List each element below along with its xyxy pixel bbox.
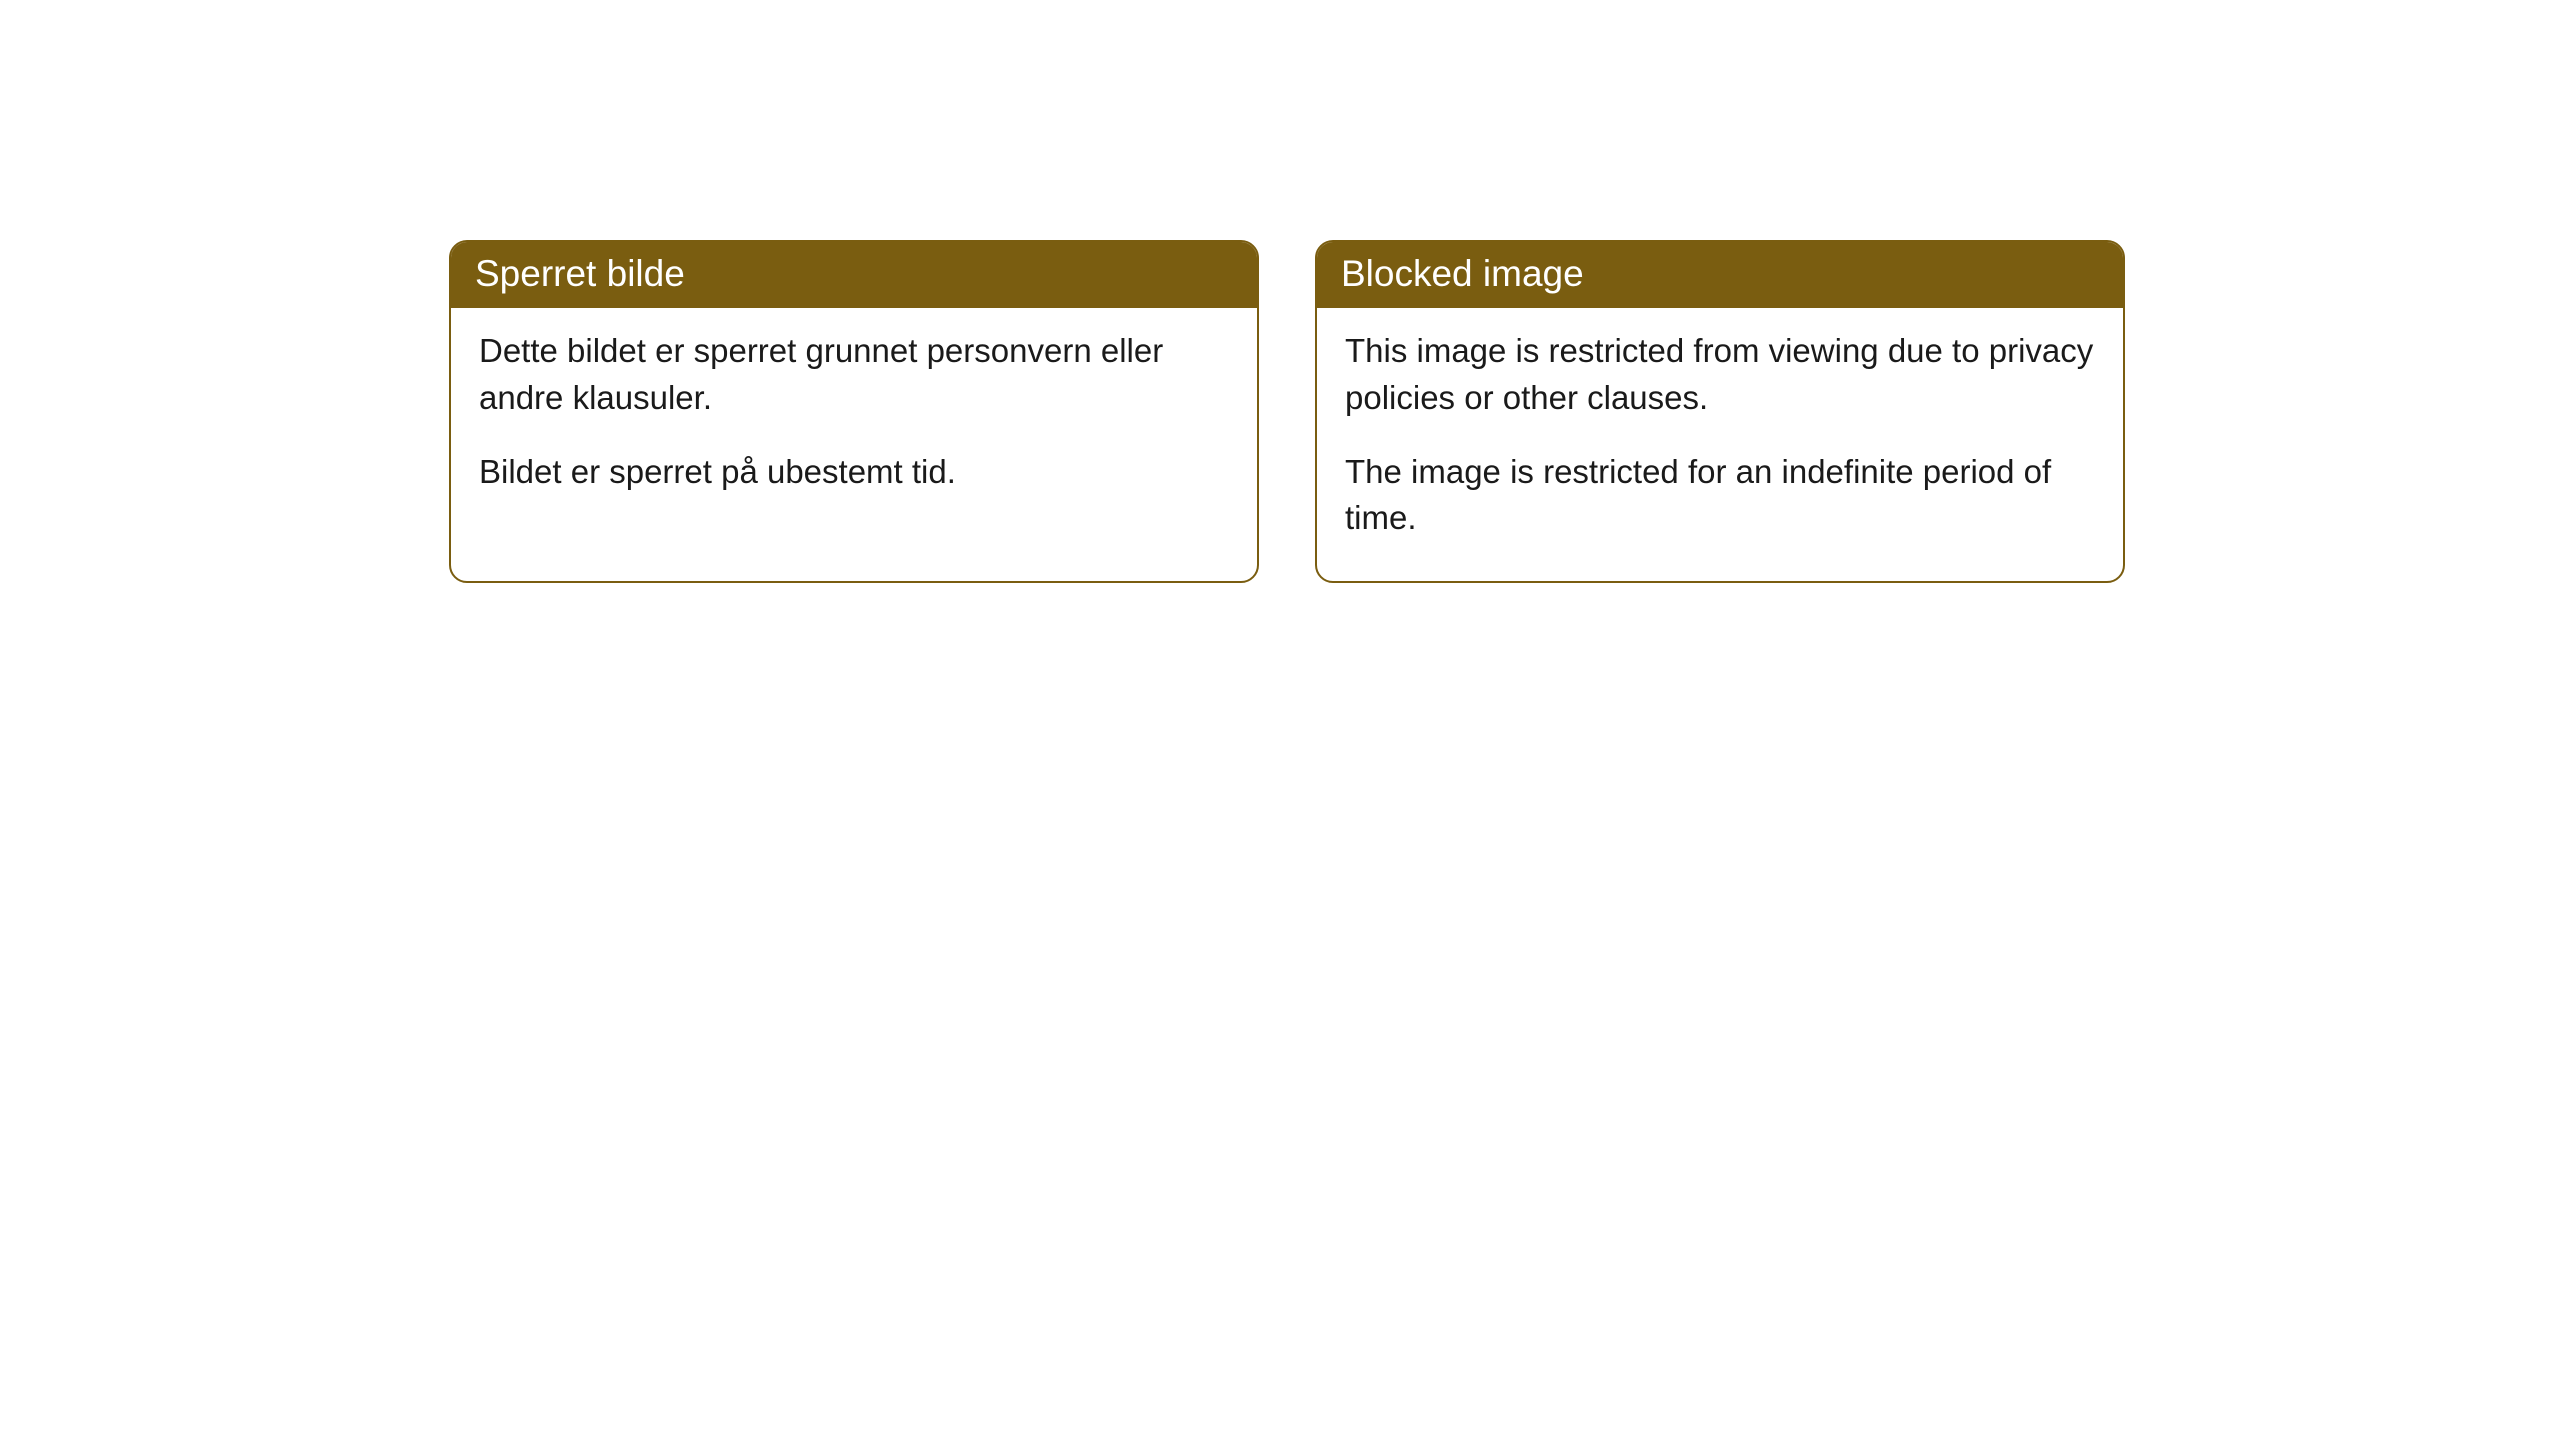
card-paragraph-1-en: This image is restricted from viewing du…	[1345, 328, 2095, 420]
card-paragraph-2-no: Bildet er sperret på ubestemt tid.	[479, 449, 1229, 495]
blocked-image-card-en: Blocked image This image is restricted f…	[1315, 240, 2125, 583]
card-title-en: Blocked image	[1317, 242, 2123, 308]
card-title-no: Sperret bilde	[451, 242, 1257, 308]
card-body-en: This image is restricted from viewing du…	[1317, 308, 2123, 581]
card-body-no: Dette bildet er sperret grunnet personve…	[451, 308, 1257, 535]
card-paragraph-1-no: Dette bildet er sperret grunnet personve…	[479, 328, 1229, 420]
blocked-image-card-no: Sperret bilde Dette bildet er sperret gr…	[449, 240, 1259, 583]
cards-container: Sperret bilde Dette bildet er sperret gr…	[0, 0, 2560, 583]
card-paragraph-2-en: The image is restricted for an indefinit…	[1345, 449, 2095, 541]
